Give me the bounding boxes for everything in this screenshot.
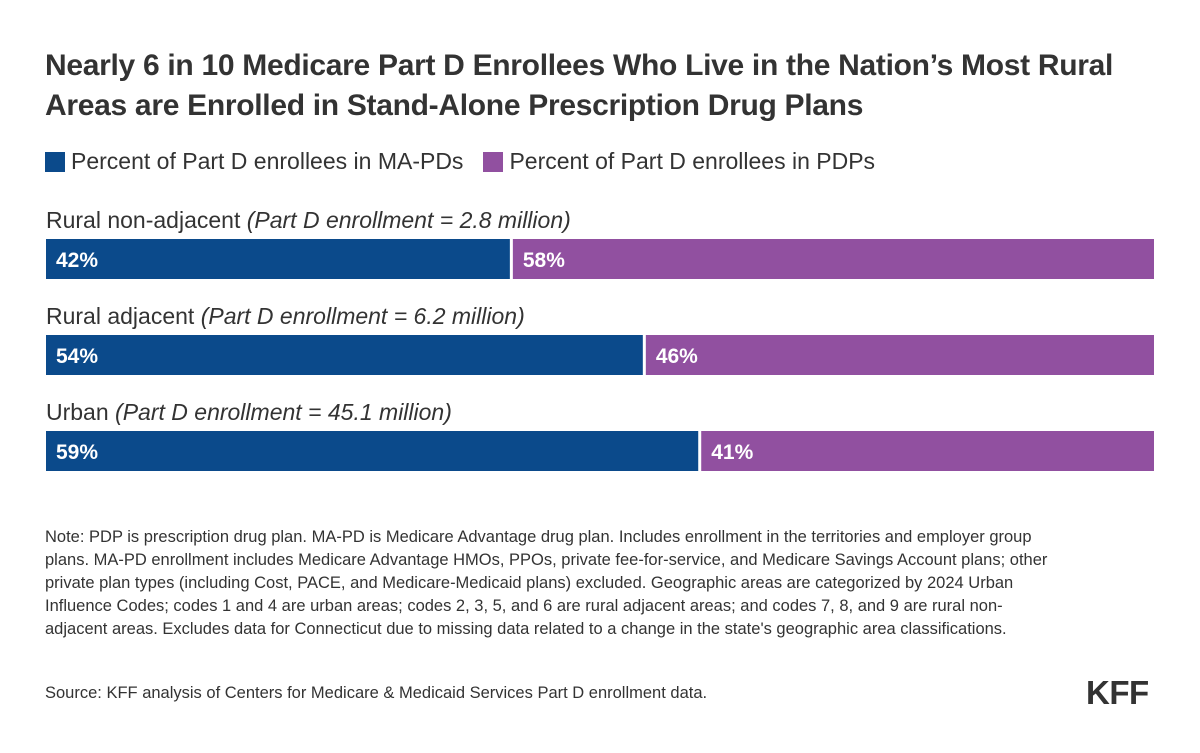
chart-title: Nearly 6 in 10 Medicare Part D Enrollees… xyxy=(45,49,1114,122)
category-detail: (Part D enrollment = 2.8 million) xyxy=(247,207,571,233)
legend-swatch-ma-pd xyxy=(45,151,65,172)
category-label-rural-adjacent: Rural adjacent (Part D enrollment = 6.2 … xyxy=(46,303,525,329)
bar-segment-urban-ma-pd xyxy=(46,431,699,471)
bar-segment-rural-non-adjacent-ma-pd xyxy=(46,239,510,279)
category-detail: (Part D enrollment = 45.1 million) xyxy=(115,399,452,425)
legend: Percent of Part D enrollees in MA-PDs Pe… xyxy=(45,148,895,175)
category-name: Rural non-adjacent xyxy=(46,207,247,233)
category-name: Rural adjacent xyxy=(46,303,201,329)
data-label-rural-adjacent-ma-pd: 54% xyxy=(56,345,98,368)
chart-note: Note: PDP is prescription drug plan. MA-… xyxy=(45,528,1048,638)
bar-segment-urban-pdp xyxy=(701,431,1154,471)
stacked-bar-chart: Rural non-adjacent (Part D enrollment = … xyxy=(46,207,1154,471)
kff-logo: KFF xyxy=(1086,674,1149,711)
bar-segment-rural-adjacent-pdp xyxy=(645,335,1154,375)
legend-swatch-pdp xyxy=(483,151,504,172)
legend-label-ma-pd: Percent of Part D enrollees in MA-PDs xyxy=(71,148,464,174)
data-label-urban-pdp: 41% xyxy=(711,441,753,464)
category-label-rural-non-adjacent: Rural non-adjacent (Part D enrollment = … xyxy=(46,207,571,233)
category-name: Urban xyxy=(46,399,115,425)
chart-source: Source: KFF analysis of Centers for Medi… xyxy=(45,684,708,702)
legend-item-pdp: Percent of Part D enrollees in PDPs xyxy=(483,148,875,175)
data-label-rural-non-adjacent-ma-pd: 42% xyxy=(56,249,98,272)
data-label-rural-adjacent-pdp: 46% xyxy=(656,345,698,368)
data-label-rural-non-adjacent-pdp: 58% xyxy=(523,249,565,272)
legend-label-pdp: Percent of Part D enrollees in PDPs xyxy=(509,148,876,174)
bar-segment-rural-adjacent-ma-pd xyxy=(46,335,643,375)
legend-item-ma-pd: Percent of Part D enrollees in MA-PDs xyxy=(45,148,463,175)
bar-segment-rural-non-adjacent-pdp xyxy=(512,239,1154,279)
category-detail: (Part D enrollment = 6.2 million) xyxy=(201,303,525,329)
category-label-urban: Urban (Part D enrollment = 45.1 million) xyxy=(46,399,452,425)
data-label-urban-ma-pd: 59% xyxy=(56,441,98,464)
